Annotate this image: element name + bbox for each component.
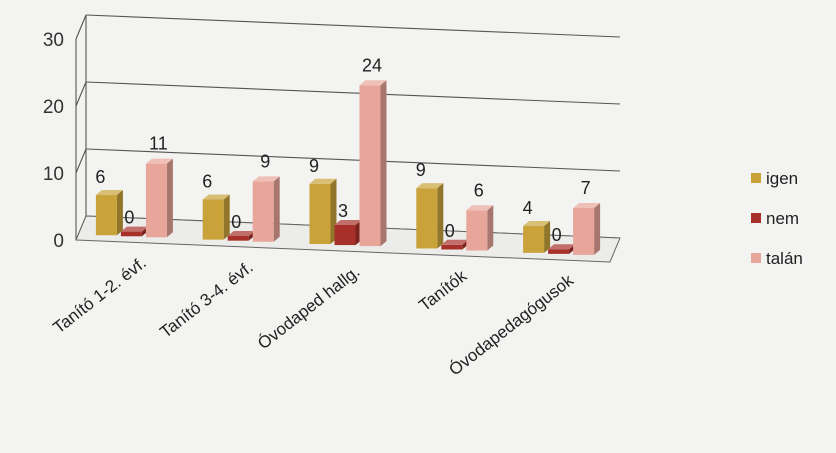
data-label: 3	[338, 201, 348, 221]
bar-top	[95, 190, 123, 196]
bar-side	[116, 190, 123, 236]
category-label: Tanító 3-4. évf.	[156, 258, 256, 342]
data-label: 0	[124, 208, 134, 228]
bar-top	[573, 203, 601, 209]
y-tick-label: 30	[43, 30, 64, 51]
y-axis: 0 10 20 30	[43, 15, 87, 252]
bar-side	[594, 203, 601, 255]
data-label: 7	[581, 178, 591, 198]
bar-side	[380, 80, 387, 247]
bar-talán	[466, 210, 488, 251]
category-label: Óvodaped hallg.	[254, 262, 363, 353]
y-tick-label: 20	[43, 97, 64, 118]
bar-talán	[573, 208, 595, 255]
bar-top	[145, 158, 173, 164]
bar-igen	[416, 188, 438, 249]
data-label: 9	[416, 160, 426, 180]
bar-nem	[334, 224, 356, 246]
gridline-depth	[75, 14, 87, 40]
bar-talán	[252, 181, 274, 242]
y-tick-label: 10	[43, 164, 64, 185]
bar-top	[227, 230, 255, 236]
bar-igen	[95, 195, 117, 236]
bar-side	[437, 183, 444, 249]
bar-top	[202, 194, 230, 200]
y-tick-label: 0	[53, 231, 64, 252]
bar-igen	[202, 199, 224, 240]
gridline-depth	[75, 81, 87, 107]
bar-top	[309, 178, 337, 184]
category-label: Tanítók	[415, 266, 470, 315]
bar-top	[523, 221, 551, 227]
bar-side	[273, 176, 280, 242]
data-label: 11	[149, 134, 168, 154]
gridline	[85, 14, 621, 38]
category-label: Óvodapedagógusok	[445, 270, 577, 379]
bar-top	[416, 183, 444, 189]
bar-top	[359, 80, 387, 86]
legend-swatch-talán	[751, 253, 761, 263]
bar-nem	[441, 244, 463, 250]
bar-top	[334, 219, 362, 225]
gridline	[85, 81, 621, 105]
data-label: 0	[445, 221, 455, 241]
legend-swatch-nem	[751, 213, 761, 223]
bar-nem	[227, 235, 249, 241]
data-label: 4	[523, 198, 533, 218]
bar-side	[223, 194, 230, 240]
bar-side	[487, 205, 494, 251]
data-label: 24	[362, 55, 382, 75]
legend-swatch-igen	[751, 173, 761, 183]
category-label: Tanító 1-2. évf.	[50, 253, 150, 337]
legend-label-talán: talán	[766, 249, 803, 268]
data-label: 9	[260, 151, 270, 171]
bar-side	[166, 158, 173, 238]
data-label: 0	[552, 225, 562, 245]
bar-talán	[359, 85, 381, 247]
bar-side	[544, 221, 551, 253]
bar-nem	[120, 231, 142, 237]
chart-legend: igen nem talán	[751, 169, 803, 268]
bar-top	[120, 226, 148, 232]
data-label: 0	[231, 212, 241, 232]
bar-top	[441, 239, 469, 245]
data-label: 6	[95, 167, 105, 187]
legend-label-nem: nem	[766, 209, 799, 228]
chart-bars	[95, 80, 601, 255]
category-labels: Tanító 1-2. évf. Tanító 3-4. évf.Óvodaped…	[50, 253, 578, 379]
bar-top	[466, 205, 494, 211]
gridline	[85, 148, 621, 172]
bar-nem	[548, 249, 570, 254]
gridline-depth	[75, 148, 87, 174]
data-label: 6	[202, 171, 212, 191]
legend-label-igen: igen	[766, 169, 798, 188]
bar-talán	[145, 163, 167, 238]
bar-igen	[523, 226, 545, 253]
data-label: 6	[474, 180, 484, 200]
bar-igen	[309, 183, 331, 245]
bar-top	[548, 244, 576, 250]
bar-top	[252, 176, 280, 182]
data-label: 9	[309, 156, 319, 176]
